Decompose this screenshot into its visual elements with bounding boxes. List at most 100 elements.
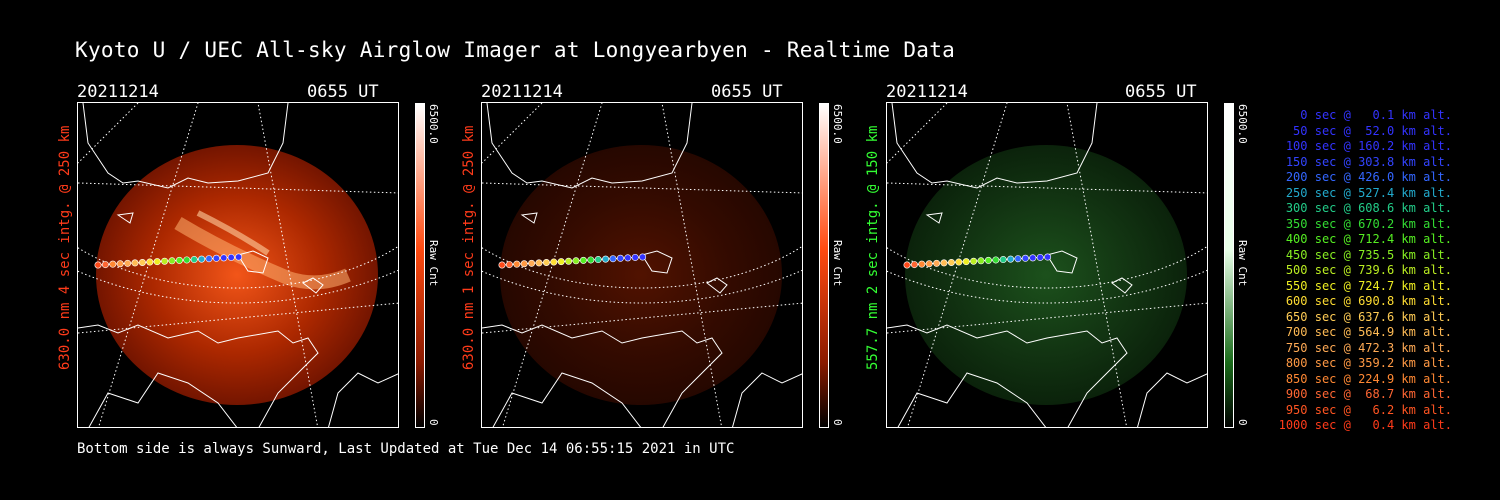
legend-row: 300 sec @ 608.6 km alt. (1285, 201, 1452, 215)
trajectory-point (161, 257, 169, 265)
panel-1-time: 0655 UT (307, 82, 379, 102)
trajectory-point (1021, 254, 1029, 262)
legend-row: 600 sec @ 690.8 km alt. (1285, 294, 1452, 308)
panel-3-image (886, 102, 1208, 428)
panel-2-date: 20211214 (481, 82, 563, 102)
legend-row: 800 sec @ 359.2 km alt. (1285, 356, 1452, 370)
trajectory-point (1044, 253, 1052, 261)
airglow-map (887, 103, 1207, 427)
coastline (482, 103, 802, 427)
trajectory-point (505, 261, 513, 269)
aurora-arc (196, 210, 270, 256)
trajectory-point (1036, 253, 1044, 261)
legend-row: 950 sec @ 6.2 km alt. (1285, 402, 1452, 417)
trajectory-point (962, 258, 970, 266)
page-title: Kyoto U / UEC All-sky Airglow Imager at … (75, 38, 956, 62)
panel-1-colorbar-unit: Raw Cnt (427, 240, 440, 287)
trajectory-point (183, 256, 191, 264)
legend-row: 500 sec @ 739.6 km alt. (1285, 263, 1452, 277)
trajectory-point (572, 257, 580, 265)
trajectory-point (227, 253, 235, 261)
trajectory-point (925, 260, 933, 268)
panel-1-date: 20211214 (77, 82, 159, 102)
lat-lon-grid (78, 103, 398, 427)
legend-row: 850 sec @ 224.9 km alt. (1285, 371, 1452, 386)
panel-3-wavelength-label: 557.7 nm 2 sec intg. @ 150 km (865, 125, 881, 370)
trajectory-point (550, 258, 558, 266)
trajectory-point (520, 260, 528, 268)
legend-row: 200 sec @ 426.0 km alt. (1285, 170, 1452, 184)
lat-lon-grid (887, 103, 1207, 427)
trajectory-point (587, 256, 595, 264)
trajectory-point (220, 254, 228, 262)
panel-2-image (481, 102, 803, 428)
panel-3-colorbar (1224, 103, 1234, 428)
sky-disc (500, 145, 782, 405)
legend-row: 150 sec @ 303.8 km alt. (1285, 154, 1452, 169)
trajectory-point (999, 256, 1007, 264)
trajectory-point (513, 260, 521, 268)
legend-row: 900 sec @ 68.7 km alt. (1285, 387, 1452, 401)
panel-3-colorbar-unit: Raw Cnt (1236, 240, 1249, 287)
panel-3-colorbar-min: 0 (1236, 419, 1249, 426)
trajectory-point (602, 255, 610, 263)
legend-row: 1000 sec @ 0.4 km alt. (1278, 418, 1452, 432)
trajectory-point (940, 259, 948, 267)
trajectory-point (918, 260, 926, 268)
trajectory-point (955, 258, 963, 266)
legend-row: 550 sec @ 724.7 km alt. (1285, 278, 1452, 293)
panel-2-colorbar-max: 6500.0 (831, 104, 844, 144)
trajectory-point (168, 257, 176, 265)
panel-1-colorbar (415, 103, 425, 428)
panel-2-wavelength-label: 630.0 nm 1 sec intg. @ 250 km (461, 125, 477, 370)
panel-3-colorbar-max: 6500.0 (1236, 104, 1249, 144)
trajectory-point (175, 256, 183, 264)
legend-row: 250 sec @ 527.4 km alt. (1285, 185, 1452, 200)
trajectory-point (992, 256, 1000, 264)
trajectory-point (116, 260, 124, 268)
trajectory-point (903, 261, 911, 269)
panel-2-colorbar-min: 0 (831, 419, 844, 426)
coastline (78, 103, 398, 427)
trajectory-point (542, 258, 550, 266)
legend-row: 650 sec @ 637.6 km alt. (1285, 309, 1452, 324)
legend-row: 750 sec @ 472.3 km alt. (1285, 340, 1452, 355)
trajectory-point (910, 261, 918, 269)
satellite-trajectory (498, 253, 647, 269)
panel-2-time: 0655 UT (711, 82, 783, 102)
panel-1-colorbar-max: 6500.0 (427, 104, 440, 144)
panel-1-colorbar-min: 0 (427, 419, 440, 426)
trajectory-point (977, 257, 985, 265)
satellite-trajectory (903, 253, 1052, 269)
trajectory-point (594, 256, 602, 264)
aurora-arc (174, 216, 351, 290)
trajectory-point (1029, 254, 1037, 262)
trajectory-point (205, 255, 213, 263)
trajectory-point (109, 260, 117, 268)
legend-row: 450 sec @ 735.5 km alt. (1285, 247, 1452, 262)
panel-2-colorbar (819, 103, 829, 428)
footer-status: Bottom side is always Sunward, Last Upda… (77, 441, 735, 457)
trajectory-point (138, 258, 146, 266)
panel-2-colorbar-unit: Raw Cnt (831, 240, 844, 287)
trajectory-point (528, 259, 536, 267)
trajectory-point (616, 254, 624, 262)
legend-row: 700 sec @ 564.9 km alt. (1285, 325, 1452, 339)
trajectory-point (94, 261, 102, 269)
trajectory-point (947, 258, 955, 266)
airglow-map (78, 103, 398, 427)
trajectory-point (212, 254, 220, 262)
sky-disc (96, 145, 378, 405)
lat-lon-grid (482, 103, 802, 427)
legend-row: 400 sec @ 712.4 km alt. (1285, 232, 1452, 246)
trajectory-point (198, 255, 206, 263)
panel-3-date: 20211214 (886, 82, 968, 102)
trajectory-point (984, 256, 992, 264)
panel-1-wavelength-label: 630.0 nm 4 sec intg. @ 250 km (57, 125, 73, 370)
legend-row: 350 sec @ 670.2 km alt. (1285, 216, 1452, 231)
trajectory-point (933, 259, 941, 267)
trajectory-point (124, 259, 132, 267)
satellite-trajectory (94, 253, 243, 269)
trajectory-point (631, 253, 639, 261)
trajectory-point (1007, 255, 1015, 263)
